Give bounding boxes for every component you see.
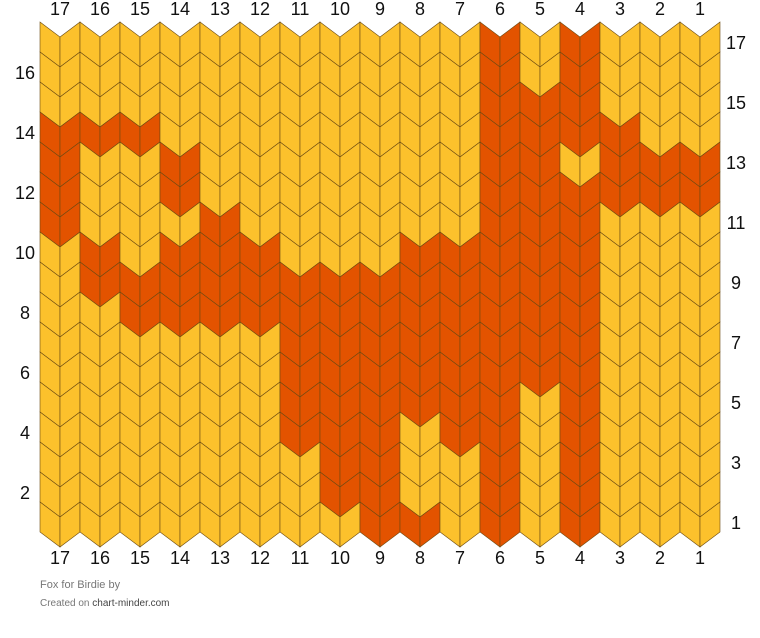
stitch-grid bbox=[39, 21, 721, 548]
row-label-left: 16 bbox=[15, 63, 35, 83]
row-label-left: 6 bbox=[20, 363, 30, 383]
column-label-top: 8 bbox=[415, 0, 425, 19]
column-label-bottom: 8 bbox=[415, 548, 425, 568]
site-link[interactable]: chart-minder.com bbox=[92, 598, 169, 609]
column-label-bottom: 11 bbox=[291, 548, 310, 568]
row-label-right: 5 bbox=[731, 393, 741, 413]
column-label-top: 17 bbox=[50, 0, 70, 19]
row-label-right: 3 bbox=[731, 453, 741, 473]
column-label-bottom: 13 bbox=[210, 548, 230, 568]
column-label-top: 3 bbox=[615, 0, 625, 19]
column-label-top: 6 bbox=[495, 0, 505, 19]
row-label-right: 9 bbox=[731, 273, 741, 293]
column-label-bottom: 12 bbox=[250, 548, 270, 568]
column-label-bottom: 5 bbox=[535, 548, 545, 568]
row-label-right: 15 bbox=[726, 93, 746, 113]
column-label-top: 10 bbox=[330, 0, 350, 19]
column-label-bottom: 3 bbox=[615, 548, 625, 568]
column-label-bottom: 15 bbox=[130, 548, 150, 568]
column-label-top: 12 bbox=[250, 0, 270, 19]
column-label-top: 7 bbox=[455, 0, 465, 19]
column-label-bottom: 2 bbox=[655, 548, 665, 568]
column-label-top: 1 bbox=[695, 0, 705, 19]
column-label-top: 9 bbox=[375, 0, 385, 19]
row-label-left: 12 bbox=[15, 183, 35, 203]
column-label-bottom: 4 bbox=[575, 548, 585, 568]
row-label-right: 13 bbox=[726, 153, 746, 173]
column-label-bottom: 1 bbox=[695, 548, 705, 568]
column-label-top: 15 bbox=[130, 0, 150, 19]
column-label-bottom: 6 bbox=[495, 548, 505, 568]
row-label-left: 2 bbox=[20, 483, 30, 503]
footer-line: Fox for Birdie by bbox=[40, 579, 121, 591]
column-label-bottom: 17 bbox=[50, 548, 70, 568]
column-label-top: 13 bbox=[210, 0, 230, 19]
row-label-left: 14 bbox=[15, 123, 35, 143]
pattern-title: Fox for Birdie bbox=[40, 579, 105, 591]
row-label-left: 8 bbox=[20, 303, 30, 323]
created-text: Created on bbox=[40, 598, 89, 609]
stitch-right bbox=[699, 501, 721, 548]
by-text: by bbox=[108, 579, 120, 591]
footer-credit: Created on chart-minder.com bbox=[40, 598, 170, 609]
column-label-top: 11 bbox=[291, 0, 310, 19]
column-label-top: 16 bbox=[90, 0, 110, 19]
column-label-bottom: 16 bbox=[90, 548, 110, 568]
row-label-right: 7 bbox=[731, 333, 741, 353]
row-label-right: 17 bbox=[726, 33, 746, 53]
column-label-top: 4 bbox=[575, 0, 585, 19]
row-label-left: 10 bbox=[15, 243, 35, 263]
column-label-bottom: 14 bbox=[170, 548, 190, 568]
row-label-left: 4 bbox=[20, 423, 30, 443]
column-label-top: 14 bbox=[170, 0, 190, 19]
column-label-top: 5 bbox=[535, 0, 545, 19]
column-label-bottom: 9 bbox=[375, 548, 385, 568]
column-label-bottom: 10 bbox=[330, 548, 350, 568]
row-label-right: 11 bbox=[727, 213, 746, 233]
row-label-right: 1 bbox=[731, 513, 741, 533]
column-label-bottom: 7 bbox=[455, 548, 465, 568]
column-label-top: 2 bbox=[655, 0, 665, 19]
